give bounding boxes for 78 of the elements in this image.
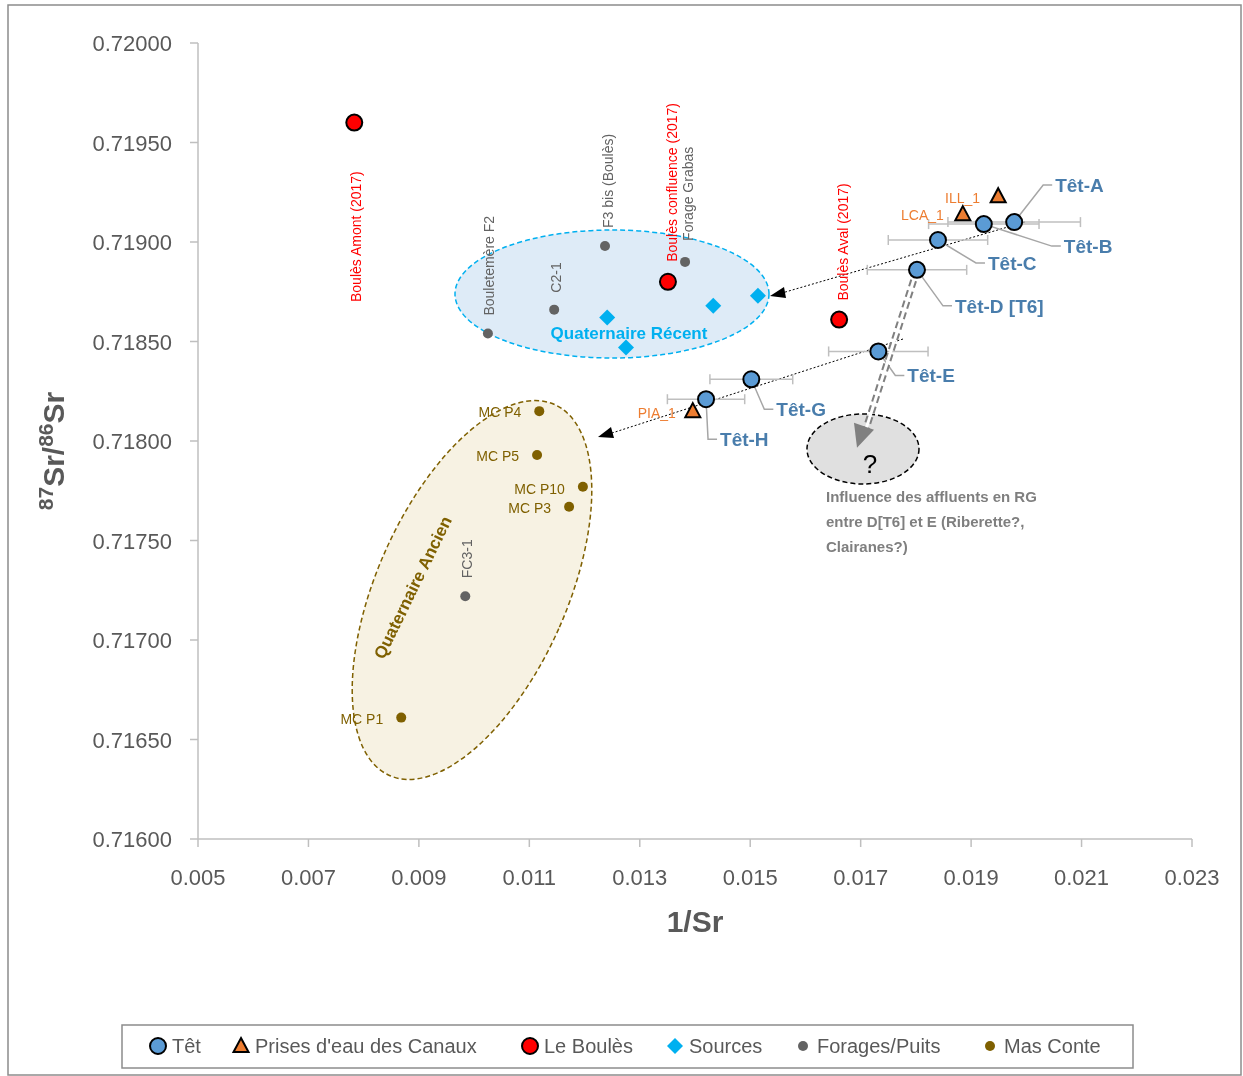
- point: [928, 231, 947, 250]
- legend-label: Têt: [172, 1035, 202, 1057]
- point: [577, 481, 588, 492]
- y-tick-label: 0.71750: [92, 528, 172, 554]
- annotation: Têt-A: [1055, 175, 1105, 197]
- point: [1005, 213, 1024, 232]
- legend-label: Mas Conte: [1004, 1035, 1101, 1057]
- point: [869, 342, 888, 361]
- legend-label: Prises d'eau des Canaux: [255, 1035, 477, 1057]
- y-tick-label: 0.71900: [92, 230, 172, 255]
- point: [482, 328, 493, 339]
- x-tick-label: 0.023: [1164, 865, 1220, 890]
- annotation: LCA_1: [901, 207, 945, 224]
- annotation: MC P10: [514, 480, 566, 497]
- point: [345, 113, 364, 132]
- point: [705, 297, 722, 314]
- x-tick-label: 0.015: [722, 865, 778, 890]
- point: [599, 309, 616, 326]
- annotation: ILL_1: [945, 190, 981, 207]
- point: [989, 187, 1007, 204]
- annotation: Influence des affluents en RG entre D[T6] et E (Riberette?, Clairanes?): [826, 488, 1037, 555]
- point: [534, 406, 545, 417]
- annotation: Boulès confluence (2017): [663, 103, 680, 262]
- point: [564, 501, 575, 512]
- x-tick-label: 0.013: [612, 865, 668, 890]
- annotation: PIA_1: [637, 405, 676, 422]
- annotation: Têt-C: [987, 253, 1037, 275]
- point: [954, 205, 972, 222]
- annotation: Bouletemère F2: [480, 215, 497, 316]
- point: [830, 310, 849, 329]
- y-tick-label: 0.71650: [92, 727, 172, 753]
- point: [599, 240, 610, 251]
- x-tick-label: 0.009: [391, 865, 447, 890]
- annotation: Boulès Aval (2017): [835, 183, 852, 301]
- annotation: FC3-1: [459, 539, 476, 579]
- y-tick-label: 0.71700: [92, 628, 172, 653]
- legend-label: Sources: [689, 1035, 763, 1057]
- annotation: Forage Grabas: [680, 146, 697, 241]
- annotation: Têt-G: [776, 399, 826, 421]
- y-tick-label: 0.71800: [92, 429, 172, 454]
- annotation: Têt-H: [720, 429, 769, 451]
- point: [680, 256, 691, 267]
- point: [460, 591, 471, 602]
- x-axis-title: 1/Sr: [666, 905, 724, 938]
- x-tick-label: 0.019: [943, 865, 999, 890]
- y-tick-label: 0.71850: [92, 329, 172, 355]
- annotation: MC P1: [340, 710, 384, 727]
- point: [532, 449, 543, 460]
- point: [396, 712, 407, 723]
- legend-label: Forages/Puits: [817, 1035, 941, 1057]
- x-tick-label: 0.005: [170, 865, 226, 890]
- x-tick-label: 0.011: [502, 865, 557, 890]
- annotation: MC P4: [478, 404, 522, 421]
- annotation: Boulès Amont (2017): [348, 171, 364, 302]
- annotation: Têt-B: [1063, 236, 1113, 258]
- x-tick-label: 0.021: [1054, 865, 1110, 890]
- x-tick-label: 0.007: [280, 865, 336, 890]
- annotation: MC P3: [508, 499, 552, 516]
- annotation: F3 bis (Boulès): [599, 133, 616, 228]
- point: [974, 215, 993, 234]
- point: [749, 287, 766, 304]
- annotation: C2-1: [548, 262, 565, 293]
- y-tick-label: 0.71600: [92, 827, 172, 852]
- y-tick-label: 0.71950: [92, 130, 172, 156]
- annotation: ?: [862, 448, 878, 479]
- annotation: MC P5: [476, 447, 520, 464]
- point: [697, 390, 716, 409]
- point: [742, 370, 761, 389]
- point: [684, 402, 702, 419]
- annotation: Têt-E: [907, 365, 955, 387]
- point: [658, 272, 677, 291]
- point: [907, 260, 926, 279]
- annotation: Têt-D [T6]: [954, 295, 1044, 317]
- y-tick-label: 0.72000: [92, 31, 172, 56]
- legend-label: Le Boulès: [544, 1035, 633, 1057]
- x-tick-label: 0.017: [833, 865, 889, 890]
- annotation: Quaternaire Récent: [550, 324, 708, 343]
- point: [549, 304, 560, 315]
